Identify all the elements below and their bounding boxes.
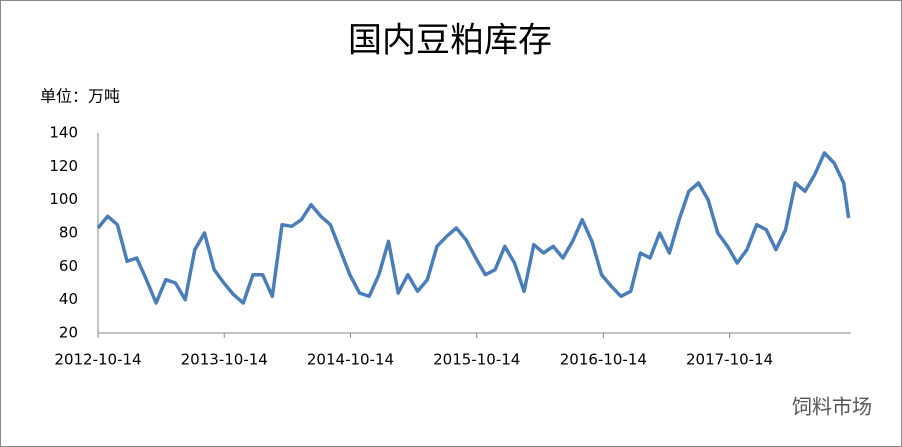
y-tick-label: 60 — [59, 257, 78, 275]
x-tick-label: 2016-10-14 — [560, 351, 647, 369]
x-tick-label: 2017-10-14 — [686, 351, 773, 369]
y-tick-label: 80 — [59, 224, 78, 242]
chart-title: 国内豆粕库存 — [348, 21, 552, 61]
y-tick-label: 120 — [49, 157, 78, 175]
unit-label: 单位：万吨 — [40, 87, 120, 106]
y-tick-label: 40 — [59, 290, 78, 308]
x-tick-label: 2012-10-14 — [54, 351, 141, 369]
data-line — [96, 151, 851, 305]
y-tick-label: 20 — [59, 324, 78, 342]
x-tick-label: 2013-10-14 — [181, 351, 268, 369]
y-tick-label: 100 — [49, 190, 78, 208]
x-tick-label: 2014-10-14 — [307, 351, 394, 369]
x-tick-label: 2015-10-14 — [433, 351, 520, 369]
y-tick-label: 140 — [49, 124, 78, 142]
watermark: 饲料市场 — [792, 395, 872, 419]
